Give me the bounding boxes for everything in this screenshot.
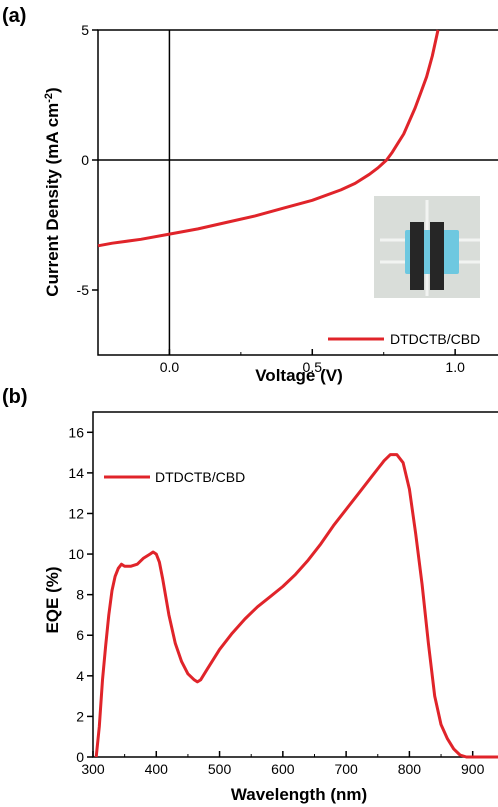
panel-a-xtick-label-2: 1.0 bbox=[445, 359, 465, 375]
panel-a-xtick-label-0: 0.0 bbox=[160, 359, 180, 375]
panel-b-xtick-label-1: 400 bbox=[145, 761, 169, 777]
panel-b-ylabel: EQE (%) bbox=[43, 566, 62, 633]
panel-a-legend: DTDCTB/CBD bbox=[328, 331, 480, 347]
panel-b-ytick-label-7: 14 bbox=[68, 465, 84, 481]
panel-a-ylabel: Current Density (mA cm-2) bbox=[43, 87, 62, 296]
panel-b-ytick-label-8: 16 bbox=[68, 424, 84, 440]
panel-b-xlabel: Wavelength (nm) bbox=[231, 785, 367, 804]
device-photo-inset bbox=[374, 196, 480, 298]
inset-electrode-left bbox=[410, 222, 424, 290]
panel-b-ytick-label-6: 12 bbox=[68, 505, 84, 521]
panel-b-series-line-0 bbox=[94, 453, 498, 759]
panel-b-ytick-label-0: 0 bbox=[76, 749, 84, 765]
panel-a-ticks: 0.0 0.5 1.0 5 0 -5 bbox=[77, 22, 466, 375]
inset-electrode-right bbox=[430, 222, 444, 290]
panel-a-series-line-0 bbox=[97, 29, 440, 248]
panel-a-xlabel: Voltage (V) bbox=[255, 366, 343, 385]
panel-a-plot: 0.0 0.5 1.0 5 0 -5 DTDCTB/CBD bbox=[77, 22, 498, 375]
panel-b-xtick-label-6: 900 bbox=[461, 761, 485, 777]
panel-b-frame bbox=[92, 411, 498, 758]
panel-b-legend: DTDCTB/CBD bbox=[104, 469, 245, 485]
panel-a-ytick-label-1: 0 bbox=[81, 152, 89, 168]
panel-b-ytick-label-3: 6 bbox=[76, 627, 84, 643]
panel-b-ticks: 300 400 500 600 700 800 900 0 2 4 6 8 10 12 14 16 bbox=[68, 424, 484, 777]
panel-b-xtick-label-4: 700 bbox=[334, 761, 358, 777]
panel-a-label: (a) bbox=[2, 5, 26, 27]
panel-a-ytick-label-0: 5 bbox=[81, 22, 89, 38]
panel-a-zero-lines bbox=[98, 30, 498, 355]
panel-b-ytick-label-2: 4 bbox=[76, 668, 84, 684]
panel-b-xtick-label-2: 500 bbox=[208, 761, 232, 777]
legend-a-label: DTDCTB/CBD bbox=[390, 331, 480, 347]
panel-b-ytick-label-4: 8 bbox=[76, 587, 84, 603]
legend-b-label: DTDCTB/CBD bbox=[155, 469, 245, 485]
panel-b-ytick-label-1: 2 bbox=[76, 708, 84, 724]
panel-b-series bbox=[94, 453, 498, 759]
panel-b-xtick-label-5: 800 bbox=[398, 761, 422, 777]
panel-b-label: (b) bbox=[2, 386, 28, 408]
panel-a-series bbox=[97, 29, 440, 248]
panel-b-ytick-label-5: 10 bbox=[68, 546, 84, 562]
panel-a-ytick-label-2: -5 bbox=[77, 282, 90, 298]
panel-b-xtick-label-3: 600 bbox=[271, 761, 295, 777]
panel-b-xtick-label-0: 300 bbox=[81, 761, 105, 777]
panel-a-frame bbox=[97, 29, 498, 356]
panel-b-plot: 300 400 500 600 700 800 900 0 2 4 6 8 10 12 14 16 DTDCT… bbox=[68, 411, 498, 777]
panel-a-xtick-label-1: 0.5 bbox=[303, 359, 323, 375]
